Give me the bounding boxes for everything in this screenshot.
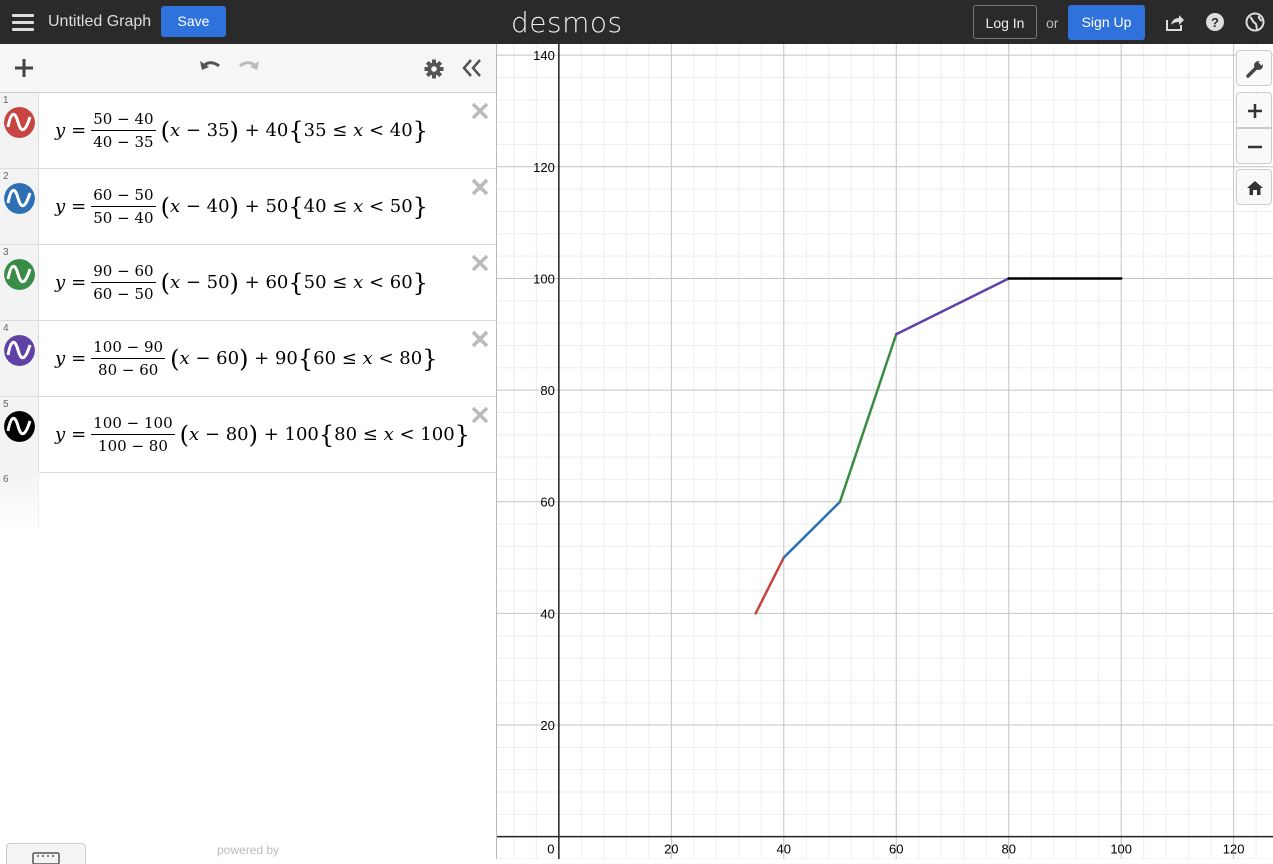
y-tick-label: 120	[533, 160, 555, 175]
undo-icon[interactable]	[198, 57, 222, 77]
expression-tab: 6	[0, 472, 39, 527]
delete-expression-icon[interactable]	[470, 329, 490, 349]
expression-index: 1	[3, 95, 9, 106]
expression-tab: 5	[0, 397, 39, 472]
expression-row-1[interactable]: 1 y = 50 − 40 40 − 35(x − 35) + 40{35 ≤ x <…	[0, 93, 496, 169]
expression-formula[interactable]: y = 100 − 90 80 − 60(x − 60) + 90{60 ≤ x < …	[55, 338, 438, 379]
curve-4	[894, 277, 1010, 336]
y-tick-label: 60	[540, 495, 554, 510]
x-tick-label: 80	[1001, 842, 1015, 857]
graph-settings-button[interactable]	[1236, 50, 1272, 86]
expression-formula[interactable]: y = 100 − 100 100 − 80(x − 80) + 100{80 ≤ x…	[55, 414, 470, 455]
desmos-logo: desmos	[511, 6, 623, 39]
y-tick-label: 100	[533, 271, 555, 286]
curve-3	[838, 333, 898, 503]
y-tick-label: 40	[540, 606, 554, 621]
wave-icon[interactable]	[4, 107, 35, 138]
expression-tab: 2	[0, 169, 39, 244]
curve-2	[782, 500, 842, 559]
expression-index: 5	[3, 399, 9, 410]
or-text: or	[1046, 15, 1059, 31]
expression-row-2[interactable]: 2 y = 60 − 50 50 − 40(x − 40) + 50{40 ≤ x <…	[0, 169, 496, 245]
zoom-in-button[interactable]	[1236, 92, 1272, 128]
home-icon	[1247, 181, 1263, 195]
redo-icon[interactable]	[237, 57, 261, 77]
wave-icon[interactable]	[4, 259, 35, 290]
curve-1	[754, 556, 786, 615]
graph-paper[interactable]: 0 20 40 60 80 100 120 20 40 60 80 100 120 140	[497, 44, 1273, 859]
settings-gear-icon[interactable]	[424, 59, 444, 79]
expression-row-4[interactable]: 4 y = 100 − 90 80 − 60(x − 60) + 90{60 ≤ x …	[0, 321, 496, 397]
expression-index: 6	[3, 474, 9, 485]
new-expression-row[interactable]: 6	[0, 472, 496, 532]
wave-icon[interactable]	[4, 183, 35, 214]
save-button[interactable]: Save	[161, 6, 226, 37]
plus-icon	[1248, 104, 1262, 118]
help-icon[interactable]: ?	[1204, 11, 1226, 33]
collapse-panel-icon[interactable]	[461, 58, 483, 78]
keyboard-icon	[32, 852, 60, 864]
zoom-out-button[interactable]	[1236, 128, 1272, 164]
keypad-toggle-button[interactable]	[6, 843, 86, 864]
menu-icon[interactable]	[12, 11, 34, 33]
expression-index: 4	[3, 323, 9, 334]
signup-button[interactable]: Sign Up	[1068, 5, 1145, 40]
wave-icon[interactable]	[4, 411, 35, 442]
x-tick-label: 60	[889, 842, 903, 857]
expression-row-3[interactable]: 3 y = 90 − 60 60 − 50(x − 50) + 60{50 ≤ x <…	[0, 245, 496, 321]
login-button[interactable]: Log In	[973, 5, 1037, 39]
svg-text:?: ?	[1211, 15, 1219, 30]
expression-tab: 1	[0, 93, 39, 168]
default-viewport-button[interactable]	[1236, 169, 1272, 205]
expression-formula[interactable]: y = 60 − 50 50 − 40(x − 40) + 50{40 ≤ x < 5…	[55, 186, 428, 227]
graph-title[interactable]: Untitled Graph	[48, 13, 152, 30]
expression-panel: 1 y = 50 − 40 40 − 35(x − 35) + 40{35 ≤ x <…	[0, 44, 497, 864]
graph-canvas[interactable]: 0 20 40 60 80 100 120 20 40 60 80 100 120 140	[497, 44, 1273, 859]
y-tick-label: 80	[540, 383, 554, 398]
expression-tab: 4	[0, 321, 39, 396]
y-tick-label: 140	[533, 48, 555, 63]
wave-icon[interactable]	[4, 335, 35, 366]
expression-panel-header	[0, 44, 496, 93]
y-tick-label: 20	[540, 718, 554, 733]
share-icon[interactable]	[1164, 11, 1186, 33]
expression-index: 3	[3, 247, 9, 258]
x-tick-label: 0	[547, 842, 554, 857]
powered-by-text: powered by	[217, 843, 280, 857]
add-item-icon[interactable]	[13, 57, 35, 79]
x-tick-label: 20	[664, 842, 678, 857]
x-tick-label: 100	[1110, 842, 1132, 857]
delete-expression-icon[interactable]	[470, 253, 490, 273]
globe-icon[interactable]	[1244, 11, 1266, 33]
expression-index: 2	[3, 171, 9, 182]
expression-formula[interactable]: y = 90 − 60 60 − 50(x − 50) + 60{50 ≤ x < 6…	[55, 262, 428, 303]
delete-expression-icon[interactable]	[470, 405, 490, 425]
expression-row-5[interactable]: 5 y = 100 − 100 100 − 80(x − 80) + 100{80 ≤…	[0, 397, 496, 473]
delete-expression-icon[interactable]	[470, 101, 490, 121]
x-tick-label: 120	[1223, 842, 1245, 857]
expression-tab: 3	[0, 245, 39, 320]
minus-icon	[1248, 145, 1262, 149]
delete-expression-icon[interactable]	[470, 177, 490, 197]
expression-formula[interactable]: y = 50 − 40 40 − 35(x − 35) + 40{35 ≤ x < 4…	[55, 110, 428, 151]
x-tick-label: 40	[777, 842, 791, 857]
wrench-icon	[1246, 61, 1263, 78]
top-bar: Untitled Graph Save desmos Log In or Sig…	[0, 0, 1273, 44]
